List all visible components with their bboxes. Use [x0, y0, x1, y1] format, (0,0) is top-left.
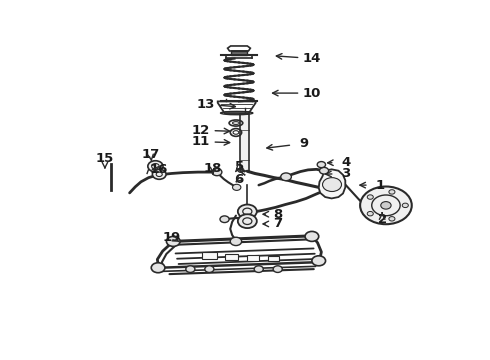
- Circle shape: [233, 184, 241, 190]
- Circle shape: [389, 190, 395, 194]
- Text: 3: 3: [342, 167, 351, 180]
- Circle shape: [367, 195, 373, 199]
- Text: 18: 18: [204, 162, 222, 175]
- Circle shape: [205, 266, 214, 273]
- Circle shape: [305, 231, 318, 242]
- Text: 8: 8: [273, 208, 282, 221]
- Circle shape: [167, 237, 180, 246]
- Text: 15: 15: [96, 152, 114, 165]
- Bar: [240, 114, 249, 171]
- Circle shape: [317, 162, 325, 168]
- Circle shape: [389, 217, 395, 221]
- Text: 9: 9: [299, 137, 308, 150]
- Text: 2: 2: [378, 213, 387, 226]
- Polygon shape: [318, 169, 345, 198]
- Circle shape: [148, 161, 163, 172]
- Circle shape: [402, 203, 408, 208]
- Circle shape: [360, 186, 412, 224]
- Bar: [202, 252, 217, 260]
- Bar: [268, 256, 279, 261]
- Circle shape: [367, 211, 373, 216]
- Text: 4: 4: [342, 156, 351, 169]
- Text: 6: 6: [234, 172, 244, 185]
- Text: 12: 12: [192, 124, 210, 137]
- Text: 7: 7: [273, 217, 282, 230]
- Text: 10: 10: [303, 87, 321, 100]
- Circle shape: [151, 263, 165, 273]
- Circle shape: [322, 177, 342, 192]
- Bar: [231, 51, 246, 55]
- Text: 19: 19: [162, 231, 180, 244]
- Circle shape: [220, 216, 229, 222]
- Text: 11: 11: [192, 135, 210, 148]
- Circle shape: [281, 173, 292, 181]
- Circle shape: [238, 214, 257, 228]
- Bar: [247, 255, 259, 261]
- Text: 14: 14: [303, 52, 321, 65]
- Text: 16: 16: [150, 163, 169, 176]
- Bar: [224, 253, 238, 260]
- Circle shape: [254, 266, 263, 273]
- Circle shape: [186, 266, 195, 273]
- Text: 13: 13: [196, 98, 215, 111]
- Text: 17: 17: [142, 148, 160, 161]
- Text: 5: 5: [235, 160, 245, 173]
- Circle shape: [238, 204, 257, 219]
- Circle shape: [152, 169, 166, 179]
- Circle shape: [319, 167, 329, 174]
- Circle shape: [273, 266, 282, 273]
- Circle shape: [230, 237, 242, 246]
- Text: 1: 1: [376, 179, 385, 192]
- Circle shape: [212, 168, 222, 176]
- Circle shape: [381, 202, 391, 209]
- Circle shape: [312, 256, 325, 266]
